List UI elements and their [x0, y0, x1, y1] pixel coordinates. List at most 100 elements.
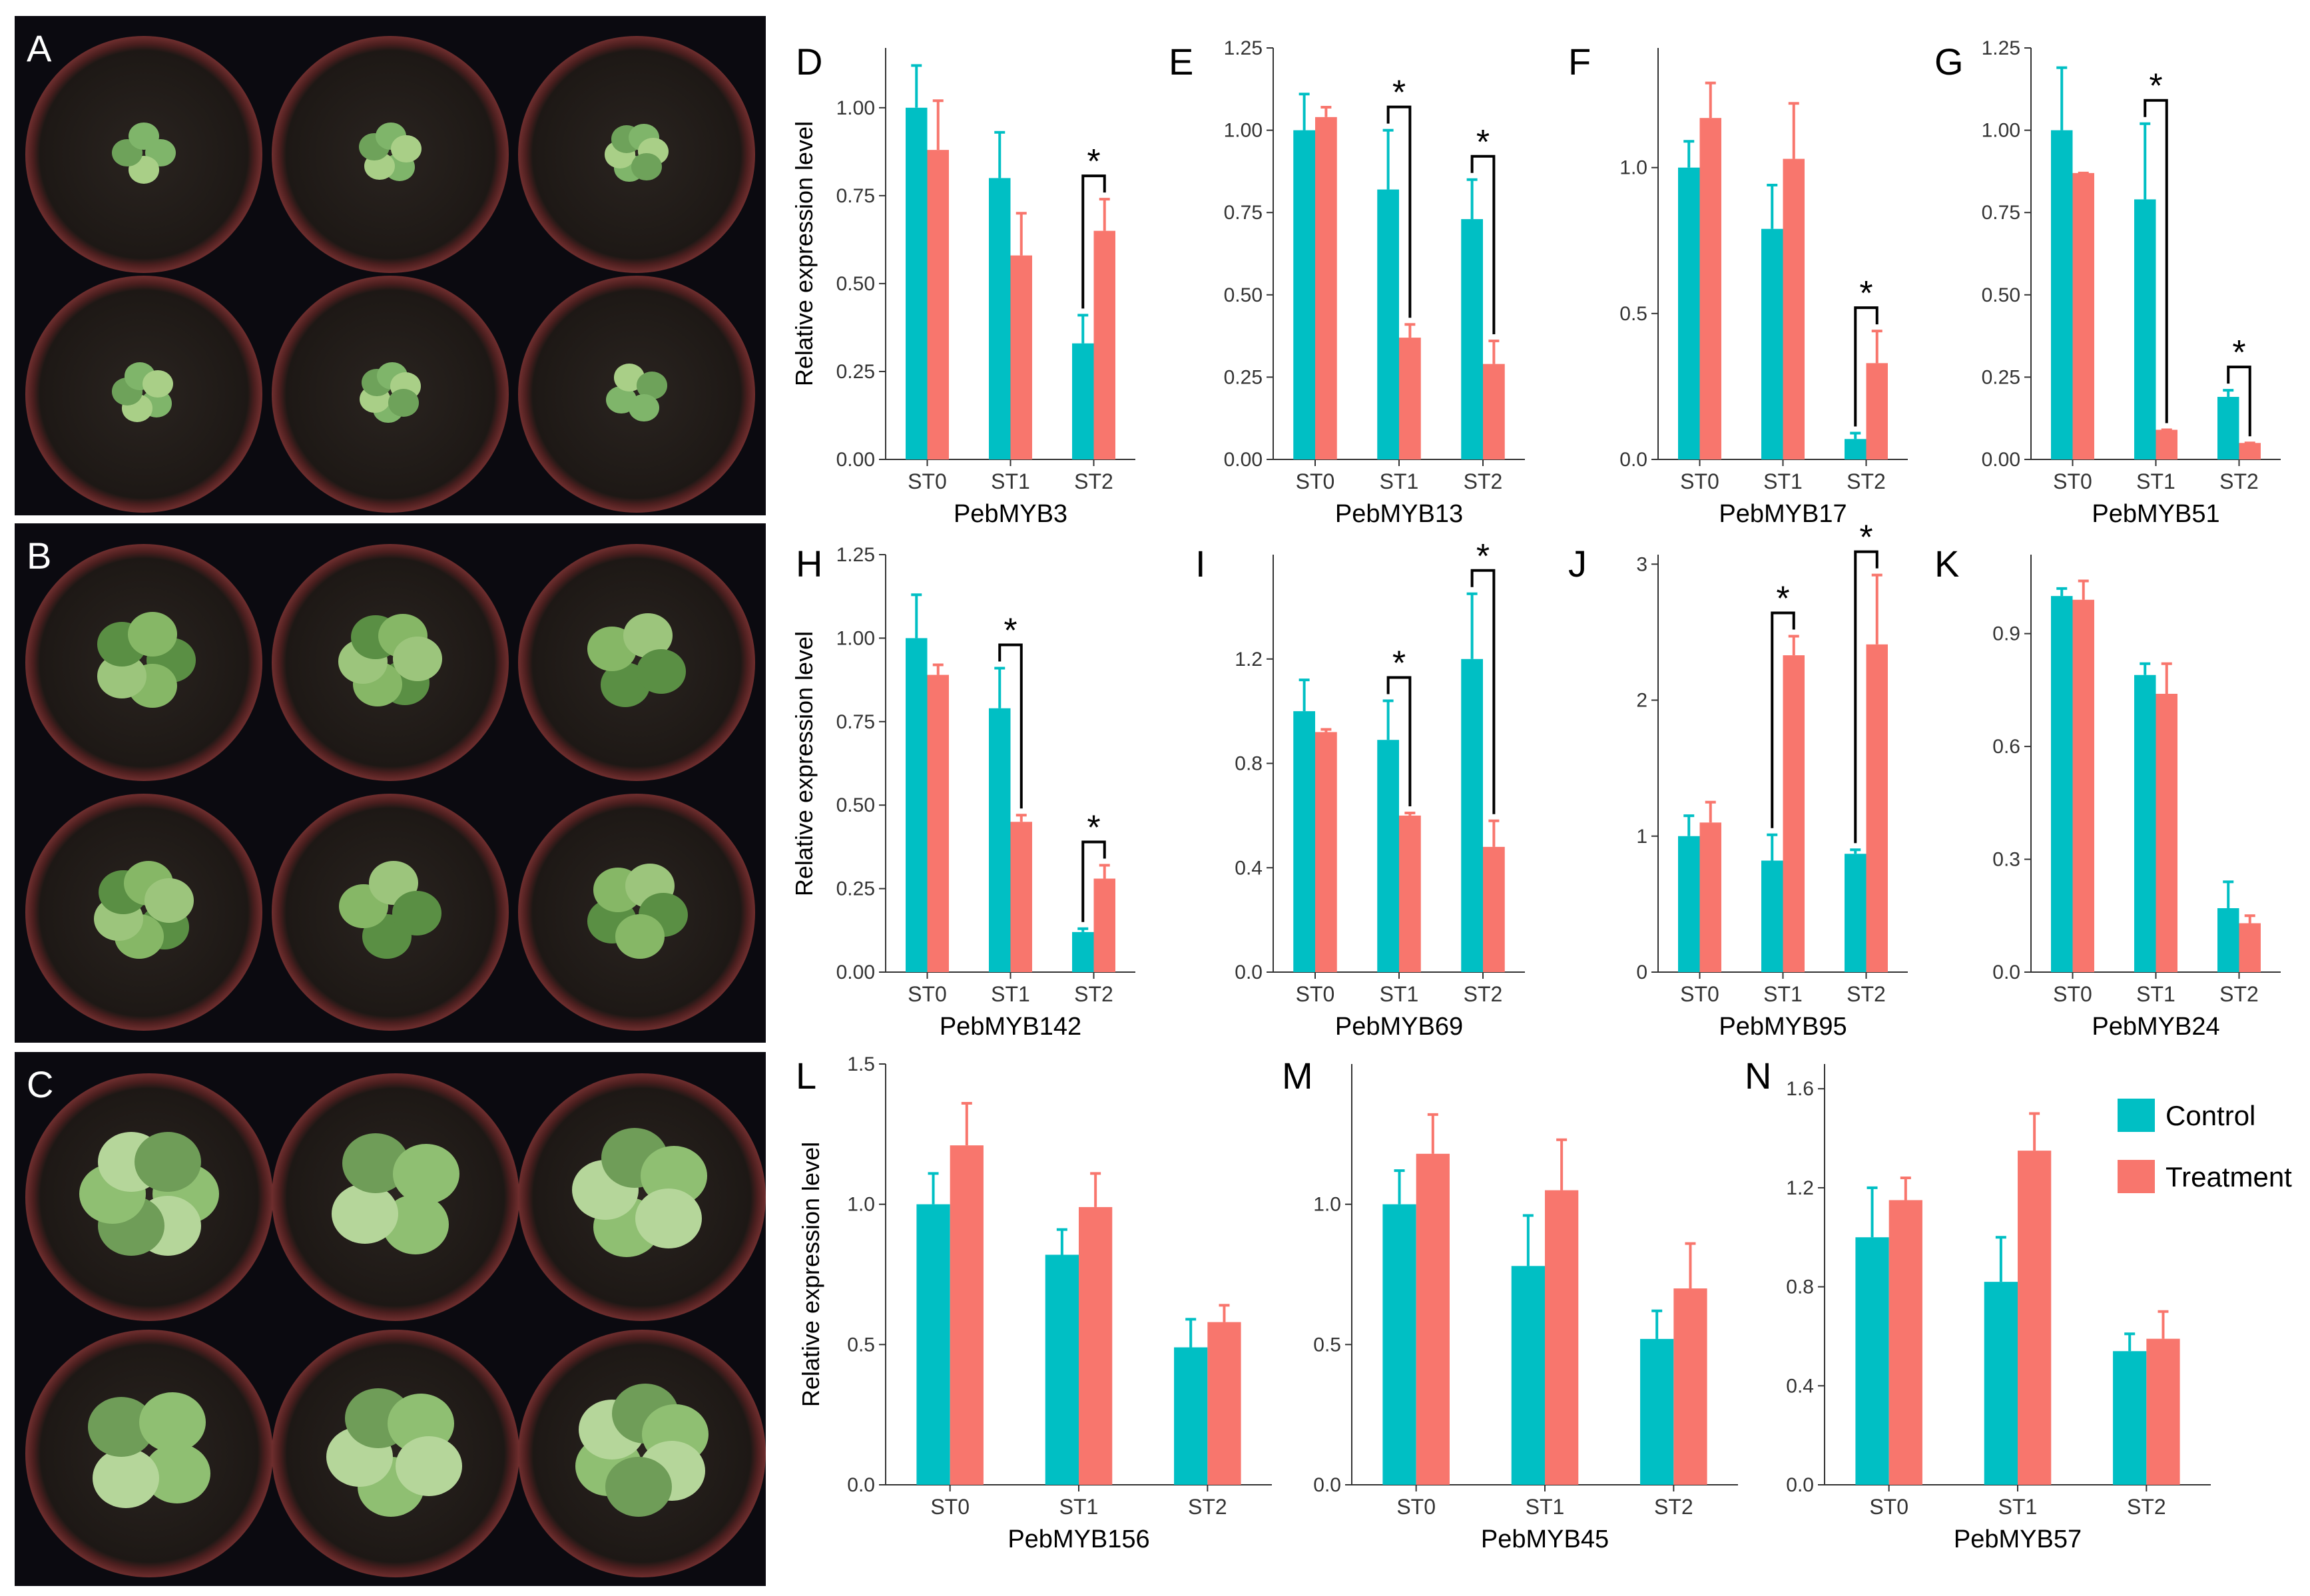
leaf	[391, 134, 422, 162]
bar-control	[1845, 854, 1867, 972]
panel-letter-f: F	[1568, 41, 1591, 83]
y-tick-label: 0.75	[836, 711, 875, 733]
y-tick-label: 1.5	[847, 1053, 875, 1075]
pot	[518, 1330, 766, 1577]
gene-label: PebMYB69	[1335, 1013, 1463, 1041]
y-tick-label: 0.8	[1786, 1276, 1814, 1298]
bar-control	[1377, 740, 1399, 972]
y-tick-label: 0.75	[836, 185, 875, 207]
chart-d: D 0.00 0.25 0.50 0.75 1.00 ST0 ST1 ST2 * PebMYB3	[796, 41, 1135, 528]
leaf	[635, 1189, 703, 1249]
bar-control	[2217, 397, 2239, 459]
significance-star: *	[1087, 808, 1100, 847]
gene-label: PebMYB24	[2092, 1013, 2219, 1041]
bar-control	[2051, 130, 2073, 459]
bar-treatment	[1416, 1153, 1450, 1485]
chart-l: L 0.0 0.5 1.0 1.5 ST0 ST1 ST2 PebMYB156	[796, 1053, 1272, 1553]
significance-star: *	[2232, 334, 2245, 372]
pot	[272, 36, 509, 273]
photo-panel-b: B	[15, 523, 766, 1043]
bar-control	[2051, 596, 2073, 972]
x-tick-label: ST2	[1847, 982, 1886, 1006]
photo-panel-c: C	[15, 1052, 766, 1586]
y-axis-title: Relative expression level	[797, 1142, 824, 1407]
significance-bracket	[2144, 99, 2168, 423]
leaf	[129, 122, 159, 150]
pot	[272, 276, 509, 513]
y-tick-label: 1.25	[1982, 37, 2020, 59]
legend-swatch-treatment	[2118, 1160, 2155, 1193]
legend-label-treatment: Treatment	[2166, 1161, 2292, 1193]
bar-control	[989, 708, 1011, 972]
bar-treatment	[2072, 599, 2094, 972]
x-tick-label: ST1	[991, 469, 1030, 493]
bar-control	[2134, 674, 2156, 972]
y-tick-label: 0.50	[836, 273, 875, 295]
bar-treatment	[1010, 822, 1032, 972]
panel-letter-c: C	[27, 1063, 54, 1105]
bar-treatment	[1673, 1288, 1707, 1485]
y-tick-label: 1.00	[1224, 120, 1263, 142]
x-tick-label: ST2	[1654, 1495, 1693, 1519]
y-tick-label: 1.0	[847, 1194, 875, 1216]
bar-control	[1293, 711, 1315, 972]
x-tick-label: ST1	[1763, 982, 1803, 1006]
panel-letter-a: A	[27, 27, 52, 69]
leaf	[144, 878, 194, 923]
legend-swatch-control	[2118, 1099, 2155, 1132]
chart-m: M 0.0 0.5 1.0 ST0 ST1 ST2 PebMYB45	[1282, 1055, 1738, 1553]
y-tick-label: 0.4	[1235, 857, 1263, 879]
leaf	[615, 914, 665, 959]
y-tick-label: 0.75	[1224, 202, 1263, 224]
bar-treatment	[2146, 1338, 2180, 1485]
leaf	[637, 649, 686, 694]
bar-control	[1045, 1254, 1079, 1485]
significance-star: *	[1392, 644, 1406, 682]
panel-letter-d: D	[796, 41, 822, 83]
significance-star: *	[1476, 123, 1490, 162]
significance-bracket	[1470, 154, 1496, 335]
x-tick-label: ST1	[1526, 1495, 1565, 1519]
bar-treatment	[2018, 1151, 2052, 1485]
gene-label: PebMYB51	[2092, 500, 2219, 528]
y-tick-label: 0.00	[1982, 449, 2020, 471]
panel-letter-h: H	[796, 543, 822, 585]
y-tick-label: 0.25	[836, 878, 875, 900]
significance-bracket	[1854, 306, 1878, 427]
significance-bracket	[1470, 569, 1496, 814]
pot	[25, 1330, 273, 1577]
bar-treatment	[1483, 846, 1505, 972]
bar-treatment	[1207, 1322, 1241, 1485]
bar-treatment	[2239, 923, 2261, 972]
bar-treatment	[1093, 878, 1115, 972]
x-tick-label: ST0	[2053, 469, 2092, 493]
bar-control	[2217, 908, 2239, 972]
y-tick-label: 0.50	[1224, 284, 1263, 306]
bar-treatment	[1699, 118, 1721, 460]
y-tick-label: 0.5	[847, 1334, 875, 1356]
bar-control	[1984, 1282, 2018, 1485]
bar-control	[1761, 228, 1783, 459]
chart-j: J 0 1 2 3 ST0 ST1 * ST2 * PebMYB95	[1568, 519, 1908, 1041]
bar-treatment	[1010, 255, 1032, 459]
x-tick-label: ST2	[2219, 982, 2259, 1006]
gene-label: PebMYB142	[940, 1013, 1081, 1041]
pot	[518, 794, 755, 1031]
y-tick-label: 0.0	[1313, 1474, 1341, 1496]
gene-label: PebMYB57	[1954, 1525, 2082, 1553]
bar-treatment	[1783, 158, 1805, 459]
leaf	[392, 637, 442, 681]
y-tick-label: 0.5	[1619, 303, 1647, 325]
bar-control	[1855, 1237, 1889, 1485]
y-tick-label: 0.9	[1992, 623, 2020, 645]
y-tick-label: 0.25	[836, 361, 875, 383]
y-tick-label: 0.0	[847, 1474, 875, 1496]
y-tick-label: 0.4	[1786, 1375, 1814, 1397]
bar-treatment	[1315, 117, 1337, 460]
bar-control	[1461, 659, 1483, 972]
x-tick-label: ST2	[1188, 1495, 1227, 1519]
bar-control	[1761, 860, 1783, 972]
y-tick-label: 0.50	[836, 794, 875, 816]
x-tick-label: ST1	[1998, 1495, 2038, 1519]
x-tick-label: ST0	[930, 1495, 970, 1519]
